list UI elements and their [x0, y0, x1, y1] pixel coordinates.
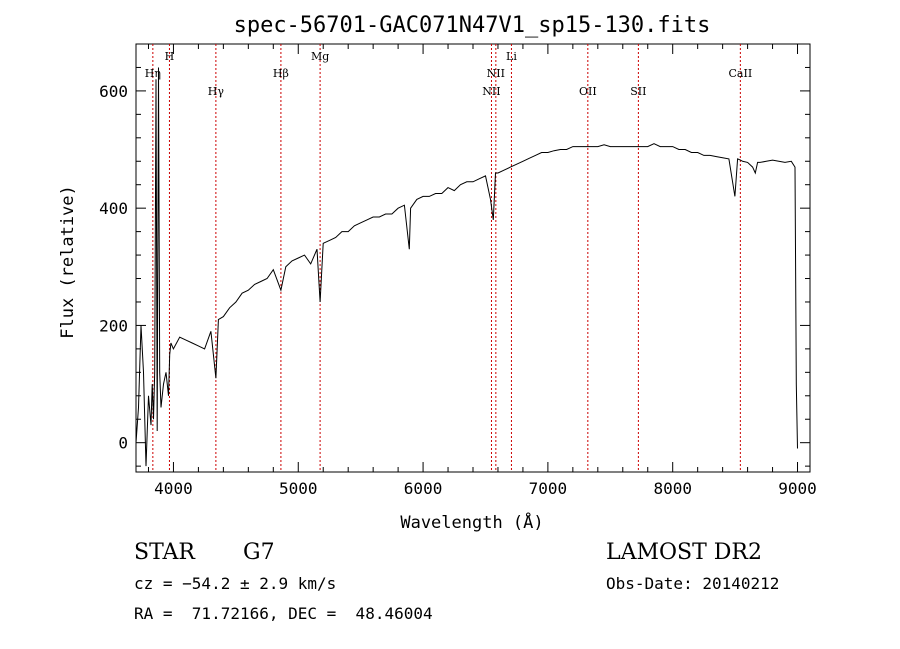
object-class: STAR [134, 540, 196, 565]
axis-ticks [136, 43, 810, 472]
axis-tick-labels: 4000 5000 6000 7000 8000 9000 0 200 400 600 [99, 82, 817, 498]
spectral-line-label: Li [506, 50, 517, 63]
spectral-line-label: Hβ [273, 67, 289, 80]
spectral-line-label: NII [487, 67, 505, 80]
plot-frame [135, 43, 811, 473]
survey-name: LAMOST DR2 [606, 540, 762, 565]
x-tick-label: 6000 [404, 479, 443, 498]
coordinates: RA = 71.72166, DEC = 48.46004 [134, 604, 433, 623]
spectrum-line [135, 67, 798, 467]
spectral-line-label: SII [630, 85, 646, 98]
y-tick-label: 0 [118, 434, 128, 453]
spectral-line-label: Hγ [208, 85, 225, 98]
x-tick-label: 4000 [154, 479, 193, 498]
spectral-line-label: NII [482, 85, 500, 98]
y-tick-label: 600 [99, 82, 128, 101]
x-axis-label: Wavelength (Å) [400, 511, 543, 533]
redshift-cz: cz = −54.2 ± 2.9 km/s [134, 574, 336, 593]
y-axis-label: Flux (relative) [58, 185, 78, 339]
x-tick-label: 8000 [653, 479, 692, 498]
x-tick-label: 7000 [529, 479, 568, 498]
spectral-line-label: OII [579, 85, 597, 98]
x-tick-label: 9000 [778, 479, 817, 498]
chart-title: spec-56701-GAC071N47V1_sp15-130.fits [234, 13, 711, 38]
spectral-line-label: CaII [729, 67, 753, 80]
spectral-line-label: H [165, 50, 175, 63]
object-subclass: G7 [243, 540, 275, 565]
spectral-line-label: Hη [145, 67, 161, 80]
observation-date: Obs-Date: 20140212 [606, 574, 779, 593]
y-tick-label: 200 [99, 316, 128, 335]
spectral-line-label: Mg [311, 50, 329, 63]
x-tick-label: 5000 [279, 479, 318, 498]
y-tick-label: 400 [99, 199, 128, 218]
